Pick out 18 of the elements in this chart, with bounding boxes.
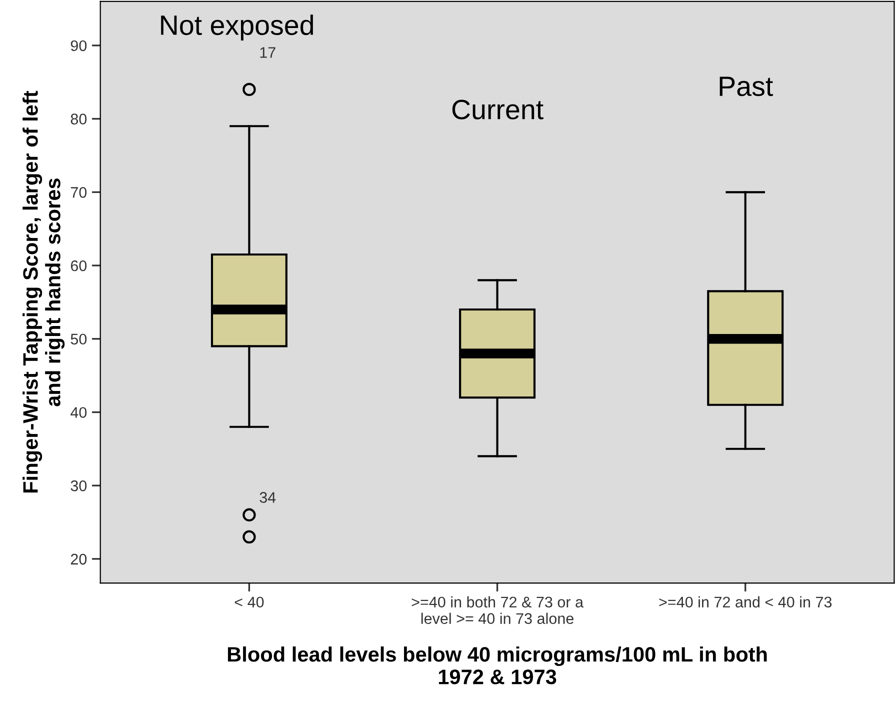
x-axis-title: Blood lead levels below 40 micrograms/100 mL in both 1972 & 1973 [228, 646, 767, 684]
annotation: 17 [260, 47, 276, 58]
y-tick-label: 20 [70, 554, 87, 565]
annotation: 34 [260, 492, 276, 503]
x-tick-label: >=40 in 72 and < 40 in 73 [659, 596, 832, 608]
x-tick-label: < 40 [234, 596, 264, 608]
annotation: Not exposed [161, 14, 313, 41]
y-tick-label: 40 [70, 407, 87, 418]
y-tick-label: 70 [70, 187, 87, 198]
y-tick-label: 50 [70, 334, 87, 345]
y-tick-label: 30 [70, 480, 87, 492]
x-tick-label: >=40 in both 72 & 73 or a level >= 40 in 73 alone [412, 596, 584, 624]
y-tick-label: 60 [70, 260, 87, 272]
y-tick-label: 90 [70, 40, 87, 52]
annotation: Current [452, 100, 544, 120]
y-axis-title: Finger-Wrist Tapping Score, larger of left and right hands scores [22, 90, 65, 492]
annotation: Past [720, 76, 773, 96]
y-tick-label: 80 [70, 114, 87, 124]
